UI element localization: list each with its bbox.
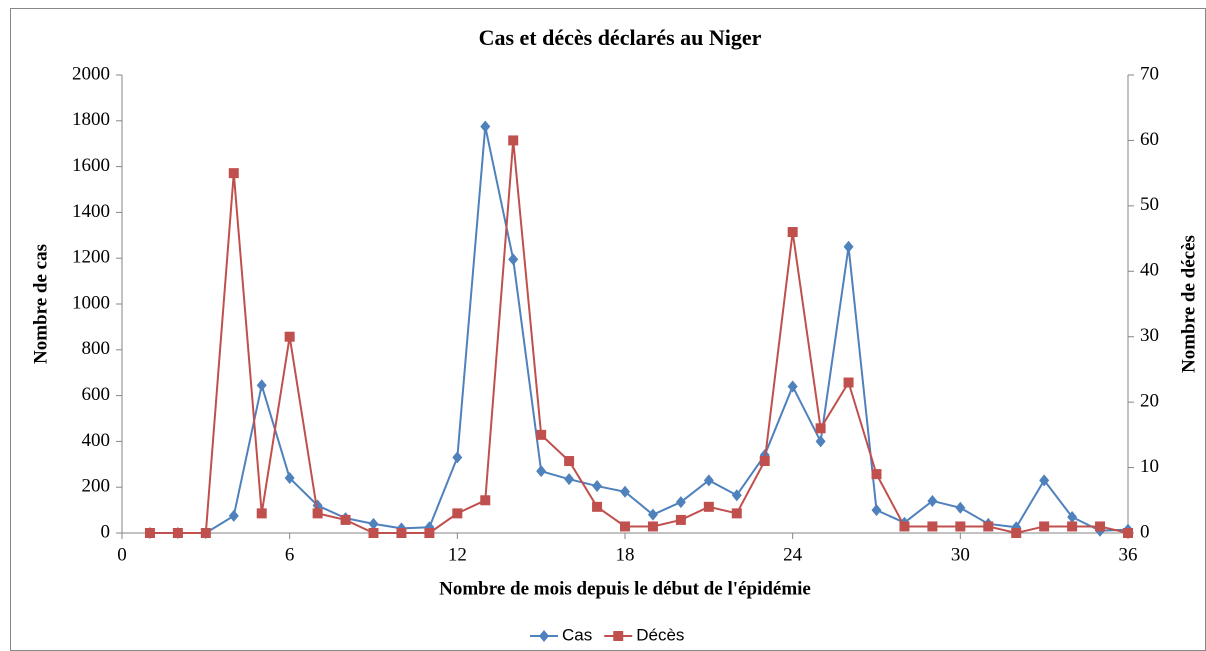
marker (613, 631, 624, 641)
marker (620, 485, 630, 498)
marker (200, 528, 211, 538)
y2-axis-label: Nombre de décès (1178, 235, 1199, 373)
marker (647, 521, 658, 532)
marker (172, 528, 183, 538)
marker (228, 509, 239, 522)
marker (396, 528, 407, 538)
x-tick-label: 30 (951, 544, 970, 565)
marker (508, 253, 519, 266)
marker (731, 508, 742, 519)
marker (480, 120, 491, 133)
x-tick-label: 24 (783, 544, 803, 565)
marker (312, 508, 323, 519)
marker (703, 501, 714, 512)
marker (592, 480, 603, 493)
y-axis-label: Nombre de cas (30, 244, 51, 364)
marker (899, 521, 910, 532)
marker (955, 501, 966, 514)
marker (787, 227, 798, 238)
marker (539, 630, 549, 642)
marker (424, 528, 435, 538)
marker (843, 377, 854, 388)
y-tick-label: 1600 (72, 155, 110, 176)
y-tick-label: 2000 (72, 63, 110, 84)
y-tick-label: 1000 (72, 292, 110, 313)
y2-tick-label: 30 (1140, 325, 1159, 346)
marker (759, 456, 770, 467)
y-tick-label: 0 (101, 521, 111, 542)
marker (1067, 521, 1078, 532)
y-tick-label: 200 (82, 476, 111, 497)
marker (955, 521, 966, 532)
y-tick-label: 1400 (72, 201, 110, 222)
marker (228, 168, 239, 179)
marker (368, 528, 379, 538)
marker (592, 501, 603, 512)
marker (256, 508, 267, 519)
marker (284, 472, 295, 485)
marker (284, 331, 295, 342)
legend-label: Décès (636, 625, 684, 644)
y2-tick-label: 70 (1140, 63, 1159, 84)
marker (927, 521, 938, 532)
y-tick-label: 1800 (72, 109, 110, 130)
marker (256, 379, 267, 392)
x-tick-label: 18 (616, 544, 635, 565)
marker (1095, 521, 1106, 532)
marker (480, 495, 491, 506)
marker (675, 514, 686, 525)
y2-tick-label: 50 (1140, 194, 1159, 215)
marker (927, 494, 938, 507)
marker (871, 469, 882, 480)
chart-title: Cas et décès déclarés au Niger (479, 25, 762, 50)
marker (368, 517, 379, 530)
marker (1039, 474, 1050, 487)
marker (1039, 521, 1050, 532)
chart-border (10, 8, 1206, 651)
y-tick-label: 1200 (72, 247, 110, 268)
marker (508, 135, 519, 146)
marker (1123, 528, 1133, 538)
marker (536, 465, 547, 478)
marker (983, 521, 994, 532)
y2-tick-label: 20 (1140, 391, 1159, 412)
marker (452, 451, 463, 464)
y-tick-label: 600 (82, 384, 111, 405)
marker (815, 423, 826, 434)
marker (871, 504, 882, 517)
marker (843, 240, 854, 253)
marker (647, 508, 658, 521)
marker (731, 489, 742, 502)
marker (340, 514, 351, 525)
marker (452, 508, 463, 519)
marker (787, 380, 798, 393)
marker (815, 435, 826, 448)
marker (536, 429, 547, 440)
y2-tick-label: 40 (1140, 260, 1159, 281)
marker (564, 456, 575, 467)
x-tick-label: 12 (448, 544, 467, 565)
x-axis-label: Nombre de mois depuis le début de l'épid… (439, 578, 811, 599)
y2-tick-label: 60 (1140, 129, 1159, 150)
marker (144, 528, 155, 538)
y-tick-label: 400 (82, 430, 111, 451)
marker (564, 473, 575, 486)
marker (620, 521, 630, 532)
y2-tick-label: 0 (1140, 521, 1150, 542)
legend-label: Cas (562, 625, 592, 644)
x-tick-label: 6 (285, 544, 295, 565)
marker (1011, 528, 1022, 538)
marker (1067, 510, 1078, 523)
x-tick-label: 36 (1119, 544, 1138, 565)
x-tick-label: 0 (117, 544, 127, 565)
marker (675, 496, 686, 509)
marker (703, 474, 714, 487)
y2-tick-label: 10 (1140, 456, 1159, 477)
series-line (149, 126, 1129, 534)
y-tick-label: 800 (82, 338, 111, 359)
